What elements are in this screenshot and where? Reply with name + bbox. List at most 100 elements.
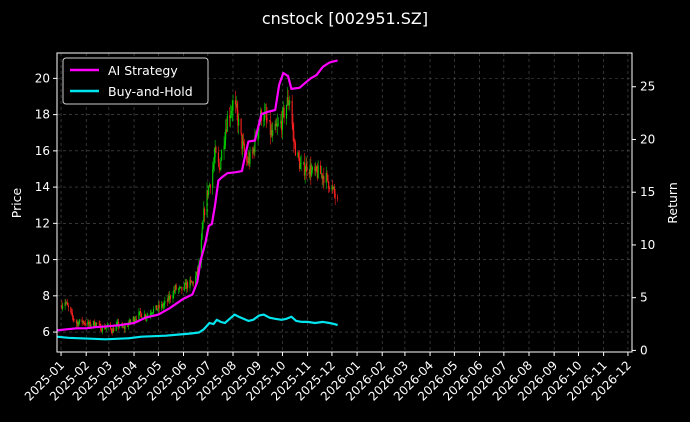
series-line-ai-strategy [56,59,338,332]
candle-body [275,123,277,127]
candle-body [285,105,288,119]
candle-body [62,306,64,309]
candle-body [139,311,142,314]
candle-body [135,318,137,320]
candle-body [230,114,232,119]
candle-body [332,186,334,188]
candle-body [191,281,193,283]
candle-body [246,151,248,162]
candle-body [96,322,98,324]
candle-body [185,282,187,290]
candle-body [195,275,197,284]
candle-body [220,160,222,170]
candle-body [113,328,115,332]
candle-body [77,322,79,326]
candle-body [271,130,273,136]
candle-body [128,320,130,324]
candle-body [93,321,95,327]
candle-body [84,323,86,325]
candle-body [111,331,113,334]
candle-body [264,111,266,121]
price-axis-ticks: 6 8 10 12 14 16 18 20 [35,71,57,339]
candle-body [281,120,283,131]
candle-body [242,141,244,149]
candle-body [269,120,271,135]
candle-body [226,115,228,132]
candle-body [152,308,155,313]
candle-body [326,172,328,175]
candle-body [130,321,132,323]
candle-body [65,302,67,304]
candle-body [101,330,103,332]
candle-body [127,323,129,327]
candle-body [149,313,151,315]
candle-body [212,163,215,170]
candle-body [67,305,69,308]
y-tick-label: 10 [35,253,50,267]
candle-body [178,288,180,290]
candle-body [289,100,291,104]
candle-body [134,319,136,322]
legend-box [62,57,209,105]
candle-body [101,326,103,332]
candle-body [147,314,149,316]
candle-body [333,187,335,189]
candle-body [230,111,232,115]
candle-body [123,327,125,329]
candle-body [124,326,126,329]
candle-body [303,162,305,176]
y-tick-label: 16 [35,144,50,158]
candle-body [302,162,305,164]
candle-body [166,300,168,302]
candle-body [316,170,318,178]
candle-body [110,328,112,332]
candle-body [201,228,203,239]
candle-body [334,193,336,198]
candle-body [311,167,314,171]
candle-body [90,325,92,327]
candle-body [88,321,90,325]
y-tick-label: 18 [35,108,50,122]
candle-body [236,103,238,111]
candle-body [225,129,228,132]
candle-body [204,208,206,216]
candle-body [172,295,174,299]
candle-body [105,327,107,330]
candle-body [209,184,211,188]
candle-body [150,313,152,315]
candle-body [82,321,84,323]
candle-body [196,271,198,275]
candle-body [214,147,216,158]
candle-body [225,129,227,141]
candle-body [112,328,114,334]
candle-body [315,166,318,171]
candle-body [203,208,205,222]
candle-body [152,312,154,314]
y2-tick-label: 15 [640,185,655,199]
return-lines [56,59,338,341]
candle-body [212,169,214,188]
candle-body [155,305,157,309]
candle-body [161,303,163,309]
candle-body [215,147,217,153]
candle-body [327,174,329,182]
candle-body [298,158,301,169]
candle-body [64,302,66,307]
chart-title: cnstock [002951.SZ] [262,9,428,28]
candle-body [135,318,138,320]
candle-body [252,148,254,153]
candle-body [70,307,72,312]
candle-body [169,295,172,299]
candle-body [238,118,240,126]
candle-body [133,317,135,322]
candle-body [265,111,267,118]
candle-body [237,110,239,126]
candle-body [257,131,259,141]
candle-body [206,190,208,216]
candle-body [268,120,271,122]
candle-body [321,173,323,179]
candle-body [66,302,69,306]
candle-body [173,290,175,296]
candle-body [61,304,63,309]
